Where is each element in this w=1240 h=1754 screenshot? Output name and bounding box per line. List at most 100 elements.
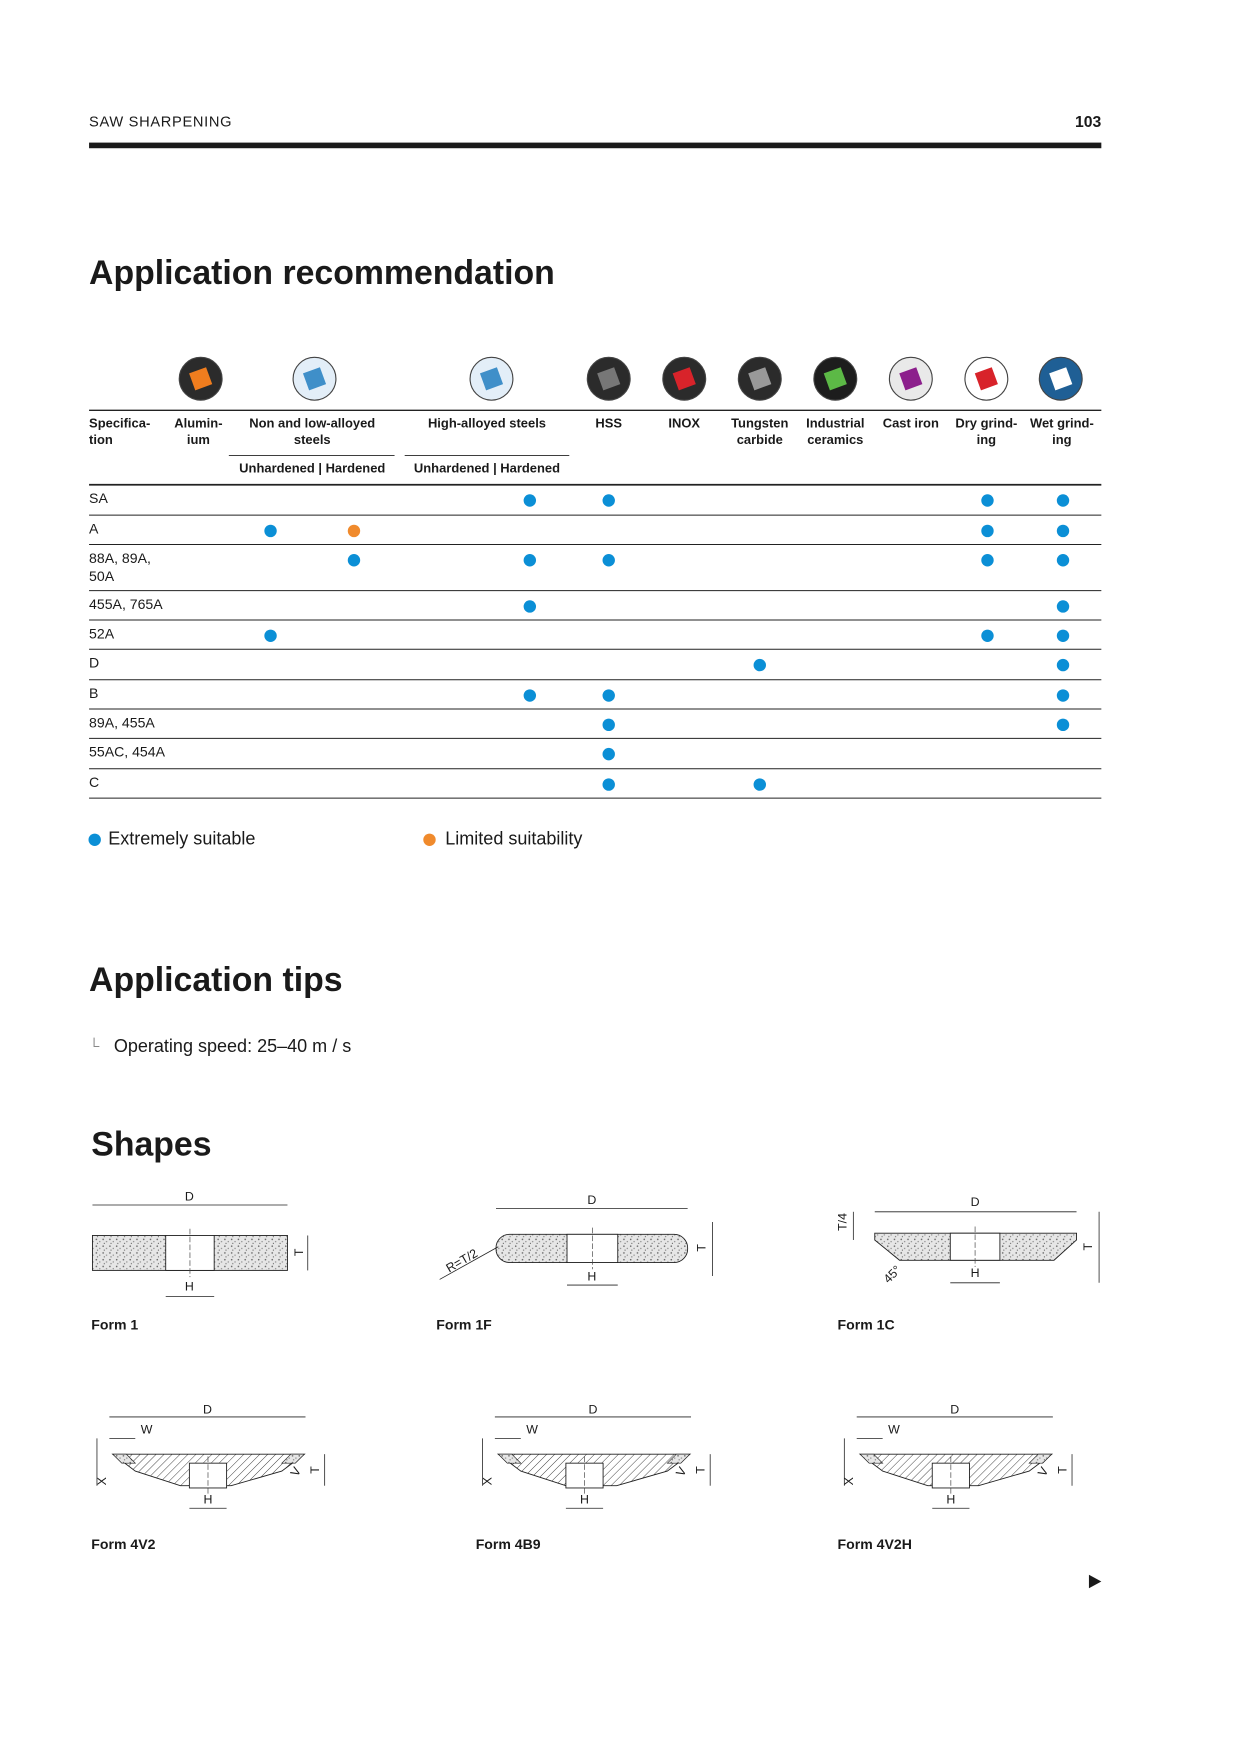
dimension-label: T <box>1081 1243 1095 1251</box>
dimension-label: D <box>185 1189 194 1203</box>
column-header: carbide <box>737 432 783 447</box>
suitability-dot <box>1056 718 1070 732</box>
spec-label: 455A, 765A <box>89 596 163 612</box>
suitability-dot <box>981 629 994 642</box>
column-header: Cast iron <box>883 415 939 430</box>
suitability-dot <box>602 718 615 732</box>
spec-label: 52A <box>89 625 115 641</box>
spec-label: 50A <box>89 568 115 584</box>
dimension-label: T <box>308 1466 322 1474</box>
icon-detail <box>479 367 504 391</box>
column-header: Dry grind- <box>955 415 1017 430</box>
section-title: Shapes <box>91 1125 211 1163</box>
dimension-label: R=T/2 <box>444 1246 481 1275</box>
column-header: ium <box>187 432 210 447</box>
suitability-dot <box>1056 600 1070 613</box>
dimension-label: D <box>950 1402 959 1416</box>
suitability-dot <box>1056 689 1070 702</box>
column-header: steels <box>294 432 331 447</box>
header-rule <box>89 142 1102 149</box>
column-header: Wet grind- <box>1030 415 1094 430</box>
suitability-dot <box>1056 524 1070 538</box>
dimension-label: H <box>971 1266 980 1280</box>
spec-label: SA <box>89 490 108 506</box>
bullet: └ <box>89 1037 100 1055</box>
shape-label: Form 1 <box>91 1316 138 1332</box>
suitability-dot <box>753 778 766 791</box>
spec-label: A <box>89 521 99 537</box>
dimension-label: V <box>673 1464 690 1479</box>
section-name: SAW SHARPENING <box>89 115 232 131</box>
column-subheader: Unhardened | Hardened <box>239 460 385 475</box>
shape-label: Form 4V2 <box>91 1536 155 1552</box>
dimension-label: T <box>695 1244 709 1252</box>
spec-label: D <box>89 655 99 671</box>
spec-label: 88A, 89A, <box>89 550 151 566</box>
icon-detail <box>974 367 998 391</box>
icon-detail <box>748 367 772 391</box>
suitability-dot <box>602 778 615 791</box>
column-subheader: Unhardened | Hardened <box>414 460 560 475</box>
section-title: Application tips <box>89 961 342 999</box>
spec-label: 55AC, 454A <box>89 744 166 760</box>
tip-item: Operating speed: 25–40 m / s <box>114 1036 351 1056</box>
dimension-label: T <box>693 1466 707 1474</box>
suitability-dot <box>753 658 766 672</box>
abrasive-layer <box>111 1453 137 1464</box>
icon-detail <box>302 367 327 391</box>
column-header: HSS <box>595 415 622 430</box>
content: Specifica-tion Alumin-ium Non and low-allo… <box>88 356 1102 1552</box>
suitability-dot <box>1056 658 1070 672</box>
icon-detail <box>672 367 696 391</box>
suitability-dot <box>1056 554 1070 567</box>
dimension-label: T/4 <box>835 1213 849 1231</box>
column-header: ing <box>1052 432 1072 447</box>
legend-dot <box>423 833 436 847</box>
column-header: ceramics <box>807 432 863 447</box>
icon-detail <box>597 367 621 391</box>
column-header: tion <box>89 432 113 447</box>
shape-label: Form 1F <box>436 1316 492 1332</box>
column-header: INOX <box>668 415 700 430</box>
icon-detail <box>1049 367 1073 391</box>
dimension-label: V <box>1035 1464 1052 1479</box>
column-header: Alumin- <box>174 415 222 430</box>
dimension-label: W <box>888 1423 900 1437</box>
suitability-dot <box>981 524 994 538</box>
dimension-label: D <box>587 1193 596 1207</box>
suitability-dot <box>602 689 615 702</box>
dimension-label: V <box>288 1464 305 1479</box>
suitability-dot <box>347 554 361 567</box>
icon-detail <box>189 367 213 391</box>
page-number: 103 <box>1075 114 1102 131</box>
abrasive-layer <box>666 1453 691 1464</box>
spec-label: 89A, 455A <box>89 714 155 730</box>
suitability-dot <box>1056 629 1070 642</box>
suitability-dot <box>602 747 615 761</box>
dimension-label: D <box>203 1402 212 1416</box>
suitability-dot <box>523 494 537 507</box>
rule <box>439 1246 499 1280</box>
suitability-dot <box>523 600 537 613</box>
dimension-label: T <box>1055 1466 1069 1474</box>
dimension-label: X <box>95 1477 109 1485</box>
dimension-label: X <box>842 1477 856 1485</box>
dimension-label: X <box>480 1477 494 1485</box>
spec-label: C <box>89 774 99 790</box>
column-header: Specifica- <box>89 415 150 430</box>
suitability-dot <box>264 629 277 642</box>
dimension-label: D <box>588 1402 597 1416</box>
suitability-dot <box>264 524 277 538</box>
dimension-label: H <box>946 1493 955 1507</box>
suitability-dot <box>602 554 615 567</box>
dimension-label: H <box>580 1493 589 1507</box>
abrasive-layer <box>281 1453 306 1464</box>
dimension-label: W <box>526 1423 538 1437</box>
suitability-dot <box>1056 494 1070 507</box>
shape-label: Form 1C <box>838 1316 895 1332</box>
abrasive-layer <box>859 1453 884 1464</box>
suitability-dot <box>523 689 537 702</box>
